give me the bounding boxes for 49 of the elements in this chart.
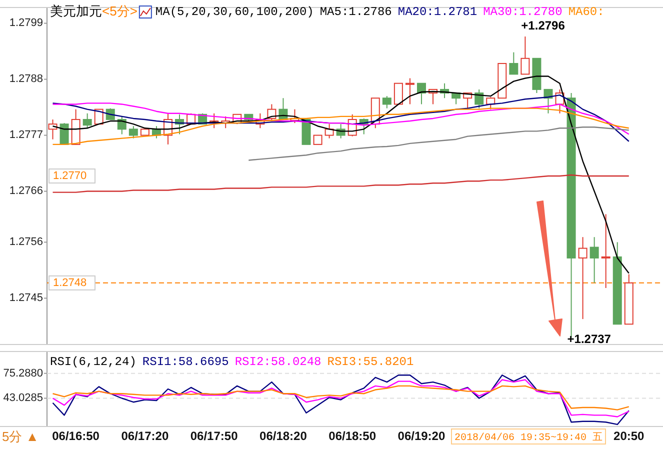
annotation: 1.2770 <box>53 170 87 182</box>
x-tick-label: 06/18:20 <box>260 429 308 443</box>
x-tick-label: 06/18:50 <box>328 429 376 443</box>
x-tick-label: 20:50 <box>614 429 645 443</box>
line-series <box>52 374 630 426</box>
y-tick-label: 1.2766 <box>9 185 43 198</box>
candlestick <box>128 126 138 139</box>
candlestick <box>520 36 530 75</box>
candlestick <box>82 112 92 129</box>
candlestick <box>394 82 403 105</box>
line-series <box>52 379 630 418</box>
ref-line-label: 1.2748 <box>53 276 87 289</box>
annotation: +1.2737 <box>567 332 612 346</box>
candlestick <box>405 78 414 105</box>
candlestick <box>509 52 518 75</box>
candlestick <box>382 96 392 109</box>
annotation: +1.2796 <box>521 18 566 33</box>
x-tick-label: 06/17:20 <box>121 429 169 443</box>
candlestick <box>578 236 588 320</box>
y-tick-label: 75.2880 <box>3 367 43 380</box>
line-series <box>248 126 630 161</box>
chart-title: 美元加元 <box>50 3 102 18</box>
series-label: RSI3:55.8201 <box>327 355 414 370</box>
candlestick <box>324 124 334 139</box>
series-label: RSI2:58.0248 <box>234 355 322 370</box>
x-tick-label: 06/16:50 <box>52 429 100 443</box>
line-series <box>52 108 630 146</box>
text: 2018/04/06 19:35~19:40 五 <box>454 432 603 444</box>
y-tick-label: 1.2756 <box>9 236 43 248</box>
series-label: RSI1:58.6695 <box>142 355 229 370</box>
y-tick-label: 1.2745 <box>9 292 43 304</box>
candlestick <box>601 214 610 288</box>
annotation: RSI(6,12,24) <box>50 355 136 370</box>
x-tick-label: 06/19:20 <box>398 429 446 443</box>
x-tick-label: 06/17:50 <box>190 429 238 443</box>
text: MA60: <box>568 5 604 20</box>
y-tick-label: 1.2788 <box>9 73 43 86</box>
text: MA30:1.2780 <box>483 5 562 20</box>
y-tick-label: 1.2799 <box>9 17 43 30</box>
y-tick-label: 43.0285 <box>3 392 43 404</box>
line-series <box>52 385 630 410</box>
annotation: MA(5,20,30,60,100,200) <box>155 5 314 20</box>
text: 5分 ▲ <box>2 429 39 444</box>
chart-subtitle: <5分> <box>102 3 138 18</box>
candlestick <box>590 236 599 284</box>
y-tick-label: 1.2777 <box>9 129 43 142</box>
text: MA20:1.2781 <box>398 5 478 20</box>
text: MA5:1.2786 <box>320 5 392 20</box>
candlestick <box>313 134 322 145</box>
